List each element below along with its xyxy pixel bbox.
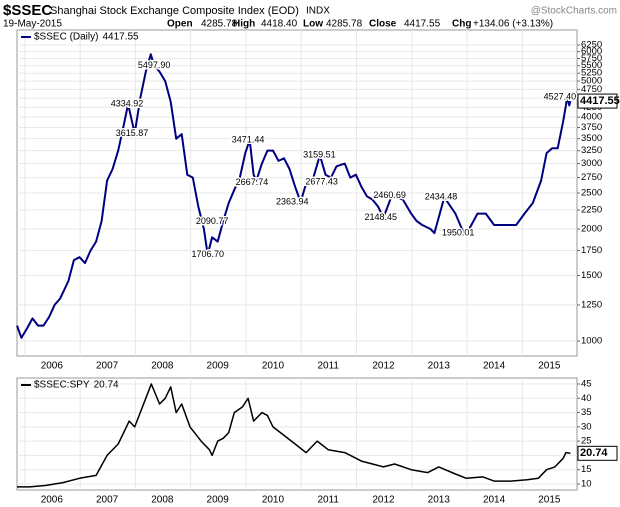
x-tick-label: 2015 — [538, 361, 561, 372]
x-tick-label: 2011 — [317, 361, 339, 372]
annotation: 2090.77 — [196, 216, 229, 226]
y-tick-label: 10 — [581, 479, 592, 490]
date: 19-May-2015 — [3, 19, 62, 30]
quote-label: Low — [303, 19, 323, 30]
legend-value: 20.74 — [94, 380, 119, 391]
y-tick-label: 3500 — [581, 133, 602, 144]
y-tick-label: 2500 — [581, 188, 602, 199]
quote-value: 4285.78 — [326, 19, 363, 30]
y-tick-label: 2250 — [581, 205, 602, 216]
y-tick-label: 4750 — [581, 84, 602, 95]
legend-label: $SSEC (Daily) — [34, 32, 98, 43]
y-tick-label: 40 — [581, 393, 592, 404]
x-tick-label: 2013 — [428, 495, 451, 506]
x-tick-label: 2009 — [207, 495, 230, 506]
x-tick-label: 2008 — [151, 361, 174, 372]
annotation: 5497.90 — [138, 60, 171, 70]
y-tick-label: 2000 — [581, 224, 602, 235]
y-tick-label: 1000 — [581, 335, 602, 346]
source: @StockCharts.com — [531, 6, 617, 17]
y-tick-label: 5750 — [581, 53, 602, 64]
x-tick-label: 2007 — [96, 495, 119, 506]
quote-label: Open — [167, 19, 193, 30]
x-tick-label: 2007 — [96, 361, 119, 372]
annotation: 2677.43 — [305, 176, 338, 186]
y-tick-label: 5500 — [581, 60, 602, 71]
y-tick-label: 3000 — [581, 158, 602, 169]
x-tick-label: 2013 — [428, 361, 451, 372]
y-tick-label: 35 — [581, 407, 592, 418]
x-tick-label: 2014 — [483, 361, 506, 372]
x-tick-label: 2009 — [207, 361, 230, 372]
y-tick-label: 3250 — [581, 145, 602, 156]
legend-value: 4417.55 — [102, 32, 139, 43]
x-tick-label: 2008 — [151, 495, 174, 506]
annotation: 3159.51 — [303, 150, 336, 160]
annotation: 2434.48 — [425, 192, 458, 202]
y-tick-label: 15 — [581, 464, 592, 475]
y-tick-label: 6250 — [581, 40, 602, 51]
y-tick-label: 1750 — [581, 245, 602, 256]
annotation: 3615.87 — [116, 128, 149, 138]
index-name: Shanghai Stock Exchange Composite Index … — [50, 5, 299, 17]
y-tick-label: 1250 — [581, 299, 602, 310]
annotation: 2667.74 — [236, 177, 269, 187]
annotation: 1706.70 — [191, 249, 224, 259]
y-tick-label: 1500 — [581, 270, 602, 281]
last-value-box — [577, 445, 618, 461]
panel-frame — [16, 377, 578, 491]
annotation: 4334.92 — [111, 98, 144, 108]
x-tick-label: 2012 — [372, 361, 395, 372]
y-tick-label: 4000 — [581, 112, 602, 123]
x-tick-label: 2010 — [262, 495, 285, 506]
exchange: INDX — [306, 6, 330, 17]
y-tick-label: 6000 — [581, 46, 602, 57]
x-tick-label: 2006 — [41, 361, 64, 372]
annotation: 2460.69 — [373, 190, 406, 200]
annotation: 3471.44 — [232, 134, 265, 144]
annotation: 4527.40 — [544, 91, 577, 101]
x-tick-label: 2010 — [262, 361, 285, 372]
y-tick-label: 5000 — [581, 76, 602, 87]
x-tick-label: 2014 — [483, 495, 506, 506]
quote-label: Close — [369, 19, 397, 30]
quote-label: High — [233, 19, 255, 30]
price-line — [17, 383, 571, 488]
last-value-box — [577, 93, 618, 109]
quote-value: 4285.78 — [201, 19, 238, 30]
quote-value: +134.06 (+3.13%) — [473, 19, 553, 30]
quote-label: Chg — [452, 19, 471, 30]
y-tick-label: 2750 — [581, 172, 602, 183]
y-tick-label: 25 — [581, 436, 592, 447]
x-tick-label: 2006 — [41, 495, 64, 506]
y-tick-label: 5250 — [581, 68, 602, 79]
last-value: 4417.55 — [580, 95, 620, 107]
x-tick-label: 2012 — [372, 495, 395, 506]
y-tick-label: 45 — [581, 379, 592, 390]
annotation: 1950.01 — [442, 227, 475, 237]
y-tick-label: 30 — [581, 421, 592, 432]
annotation: 2363.94 — [276, 196, 309, 206]
y-tick-label: 3750 — [581, 122, 602, 133]
quote-value: 4417.55 — [404, 19, 441, 30]
price-line — [16, 53, 572, 339]
annotation: 2148.45 — [364, 212, 397, 222]
x-tick-label: 2015 — [538, 495, 561, 506]
quote-value: 4418.40 — [261, 19, 298, 30]
last-value: 20.74 — [580, 447, 608, 459]
symbol: $SSEC — [3, 2, 52, 19]
legend-label: $SSEC:SPY — [34, 380, 90, 391]
x-tick-label: 2011 — [317, 495, 339, 506]
